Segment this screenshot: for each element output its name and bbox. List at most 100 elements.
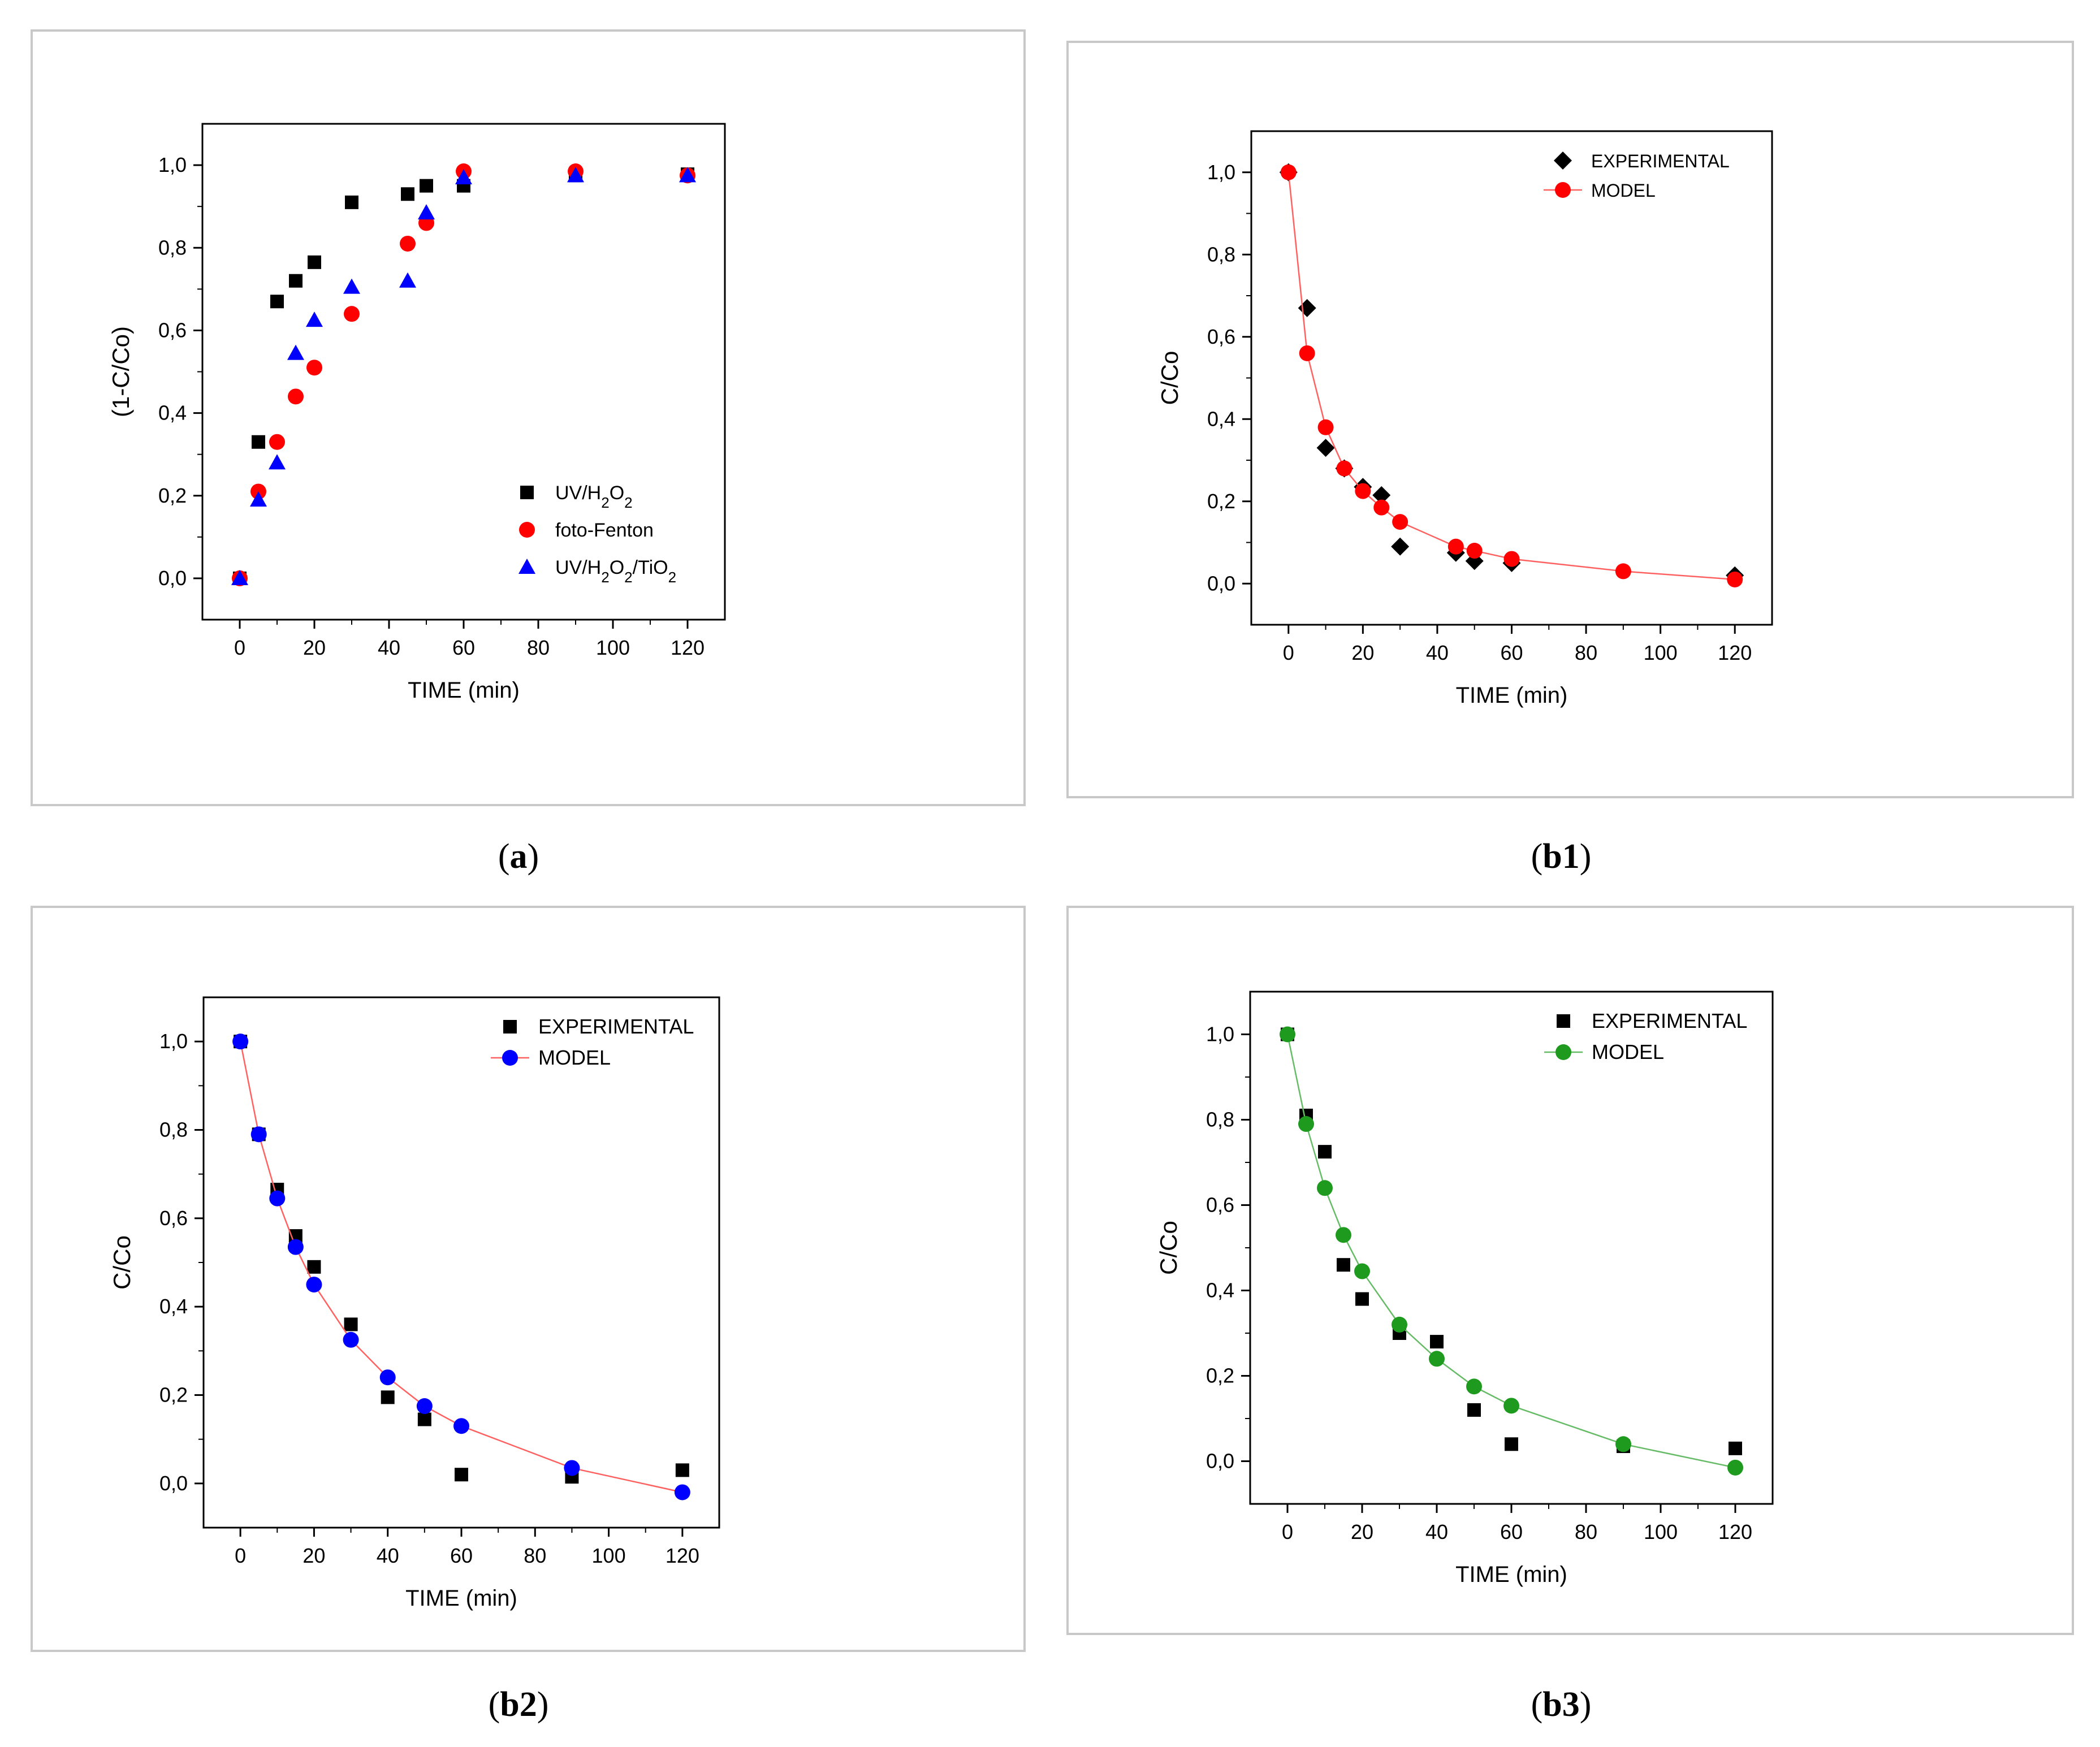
data-point-b1-0 (1316, 439, 1335, 457)
y-tick-label-b1: 0,0 (1207, 572, 1235, 595)
data-point-b2-1 (674, 1484, 690, 1500)
data-point-b3-1 (1503, 1398, 1519, 1414)
series-b1-0 (1279, 163, 1744, 585)
x-tick-label-b2: 20 (303, 1544, 325, 1567)
x-axis-label-b1: TIME (min) (1456, 683, 1568, 708)
chart-b3: 0 20 40 60 80 100 120 0,0 0,2 0,4 0,6 0,8 1,0 TIME (m… (1155, 991, 1774, 1587)
legend-label-b2-1: MODEL (538, 1046, 611, 1069)
data-point-b3-0 (1355, 1292, 1369, 1306)
legend-marker-a-2 (518, 559, 535, 574)
data-point-a-0 (420, 179, 433, 193)
data-point-b2-1 (379, 1369, 396, 1386)
legend-marker-b1-1 (1555, 182, 1571, 198)
plot-frame-b1 (1250, 130, 1773, 626)
y-tick-label-b3: 1,0 (1206, 1023, 1234, 1046)
data-point-b3-1 (1615, 1436, 1631, 1452)
legend-entry-b3-1: MODEL (1544, 1040, 1664, 1063)
legend-entry-a-0: UV/H2O2 (520, 482, 633, 511)
y-tick-label-b3: 0,6 (1206, 1194, 1234, 1217)
legend-label-a-2: UV/H2O2/TiO2 (555, 557, 676, 586)
series-b3-1 (1280, 1026, 1743, 1476)
legend-label-a-0: UV/H2O2 (555, 482, 633, 511)
y-tick-label-b1: 0,4 (1207, 407, 1235, 430)
caption-a: (a) (498, 837, 539, 876)
x-tick-label-b2: 0 (235, 1544, 246, 1567)
y-tick-label-b2: 0,6 (159, 1207, 188, 1230)
caption-b3: (b3) (1531, 1685, 1592, 1724)
legend-b2: EXPERIMENTAL MODEL (491, 1015, 694, 1069)
data-point-a-1 (306, 360, 322, 376)
data-point-b3-1 (1317, 1180, 1333, 1196)
data-point-a-0 (308, 255, 321, 269)
y-tick-label-a: 0,2 (158, 484, 187, 507)
y-tick-label-b2: 0,4 (159, 1295, 188, 1318)
data-point-a-2 (567, 167, 584, 183)
legend-marker-b3-0 (1557, 1014, 1570, 1028)
model-curve-b1 (1287, 172, 1735, 581)
data-point-b3-0 (1337, 1258, 1350, 1272)
x-tick-label-b3: 20 (1351, 1520, 1373, 1543)
plot-frame-a (201, 123, 726, 621)
y-tick-label-b3: 0,0 (1206, 1450, 1234, 1473)
x-tick-label-b2: 80 (524, 1544, 546, 1567)
legend-marker-b3-1 (1555, 1044, 1571, 1060)
legend-label-b2-0: EXPERIMENTAL (538, 1015, 694, 1038)
y-axis-label-b2: C/Co (109, 1235, 135, 1290)
data-point-b1-1 (1615, 563, 1631, 580)
data-point-a-0 (345, 195, 358, 209)
plot-frame-b3 (1249, 991, 1774, 1505)
data-point-a-0 (252, 435, 265, 449)
series-b2-1 (232, 1034, 690, 1500)
legend-label-a-1: foto-Fenton (555, 520, 654, 541)
y-tick-label-a: 0,8 (158, 236, 187, 259)
data-point-a-1 (344, 306, 360, 322)
data-point-a-2 (343, 278, 360, 294)
data-point-b2-1 (453, 1418, 469, 1434)
y-tick-label-a: 0,0 (158, 567, 187, 590)
caption-b2: (b2) (488, 1685, 549, 1724)
plot-frame-b2 (202, 996, 720, 1529)
data-point-a-2 (306, 312, 323, 327)
legend-entry-b1-1: MODEL (1544, 180, 1656, 201)
data-point-b1-1 (1503, 551, 1520, 567)
y-tick-label-b1: 0,2 (1207, 490, 1235, 513)
legend-entry-b2-1: MODEL (491, 1046, 611, 1069)
data-point-b2-0 (675, 1463, 689, 1477)
data-point-a-0 (289, 274, 303, 288)
y-tick-label-b1: 1,0 (1207, 161, 1235, 184)
data-point-b1-1 (1336, 460, 1353, 477)
chart-panel-a: 0 20 40 60 80 100 120 0,0 0,2 0,4 0,6 0,8 1,0 TIME (m… (31, 29, 1026, 806)
legend-label-b3-0: EXPERIMENTAL (1592, 1009, 1747, 1032)
y-tick-label-a: 0,4 (158, 401, 187, 425)
data-point-b2-1 (232, 1034, 249, 1050)
legend-marker-a-1 (519, 522, 535, 538)
data-point-b3-0 (1318, 1145, 1332, 1159)
legend-b1: EXPERIMENTAL MODEL (1544, 151, 1730, 201)
data-point-a-2 (231, 569, 248, 585)
data-point-b2-0 (381, 1390, 395, 1404)
data-point-b3-1 (1280, 1026, 1295, 1043)
legend-a: UV/H2O2 foto-Fenton UV/H2O2/TiO2 (518, 482, 676, 586)
data-point-b2-0 (307, 1260, 321, 1274)
data-point-b1-0 (1391, 537, 1410, 556)
y-axis-label-b3: C/Co (1155, 1221, 1182, 1275)
y-tick-label-b3: 0,8 (1206, 1108, 1234, 1131)
x-tick-label-a: 0 (234, 636, 245, 659)
data-point-b3-1 (1298, 1116, 1314, 1132)
x-tick-label-b3: 120 (1718, 1520, 1752, 1543)
data-point-b3-0 (1505, 1437, 1518, 1451)
data-point-b2-0 (455, 1468, 468, 1482)
legend-entry-b3-0: EXPERIMENTAL (1557, 1009, 1747, 1032)
x-axis-label-b2: TIME (min) (405, 1586, 517, 1611)
data-point-b3-1 (1392, 1316, 1407, 1333)
data-point-b2-1 (306, 1277, 322, 1293)
data-point-b3-1 (1354, 1263, 1370, 1279)
y-tick-label-b2: 0,2 (159, 1383, 188, 1407)
x-tick-label-b2: 60 (450, 1544, 473, 1567)
data-point-b2-1 (287, 1239, 304, 1255)
data-point-b1-1 (1280, 164, 1297, 180)
x-axis-label-a: TIME (min) (408, 678, 520, 703)
chart-panel-b3: 0 20 40 60 80 100 120 0,0 0,2 0,4 0,6 0,8 1,0 TIME (m… (1066, 906, 2074, 1635)
x-tick-label-b2: 100 (592, 1544, 626, 1567)
x-tick-label-a: 100 (596, 636, 630, 659)
